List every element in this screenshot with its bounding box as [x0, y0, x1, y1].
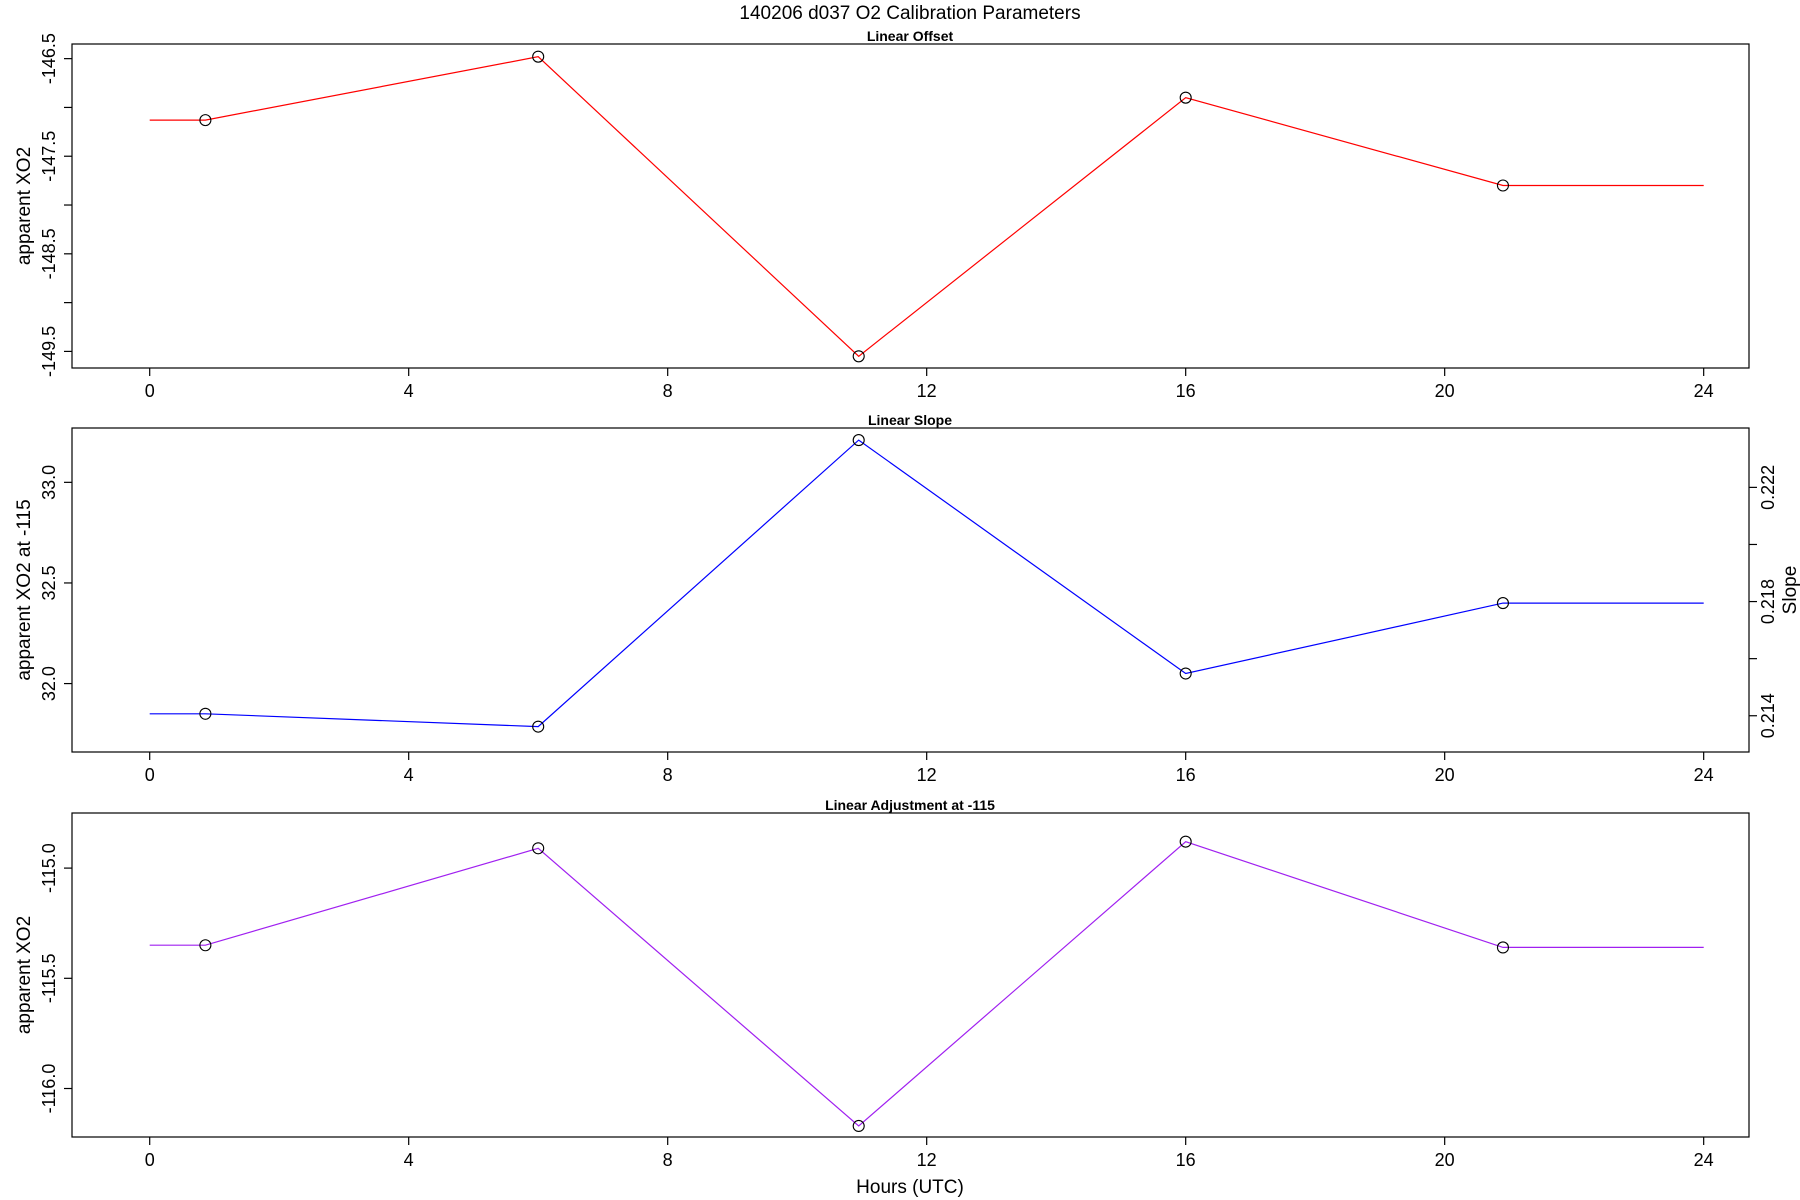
- y-tick-label: 32.5: [39, 565, 59, 600]
- x-tick-label: 8: [663, 765, 673, 785]
- x-tick-label: 24: [1694, 381, 1714, 401]
- data-point: [1496, 179, 1510, 192]
- data-point: [1496, 941, 1510, 954]
- data-point: [1179, 835, 1192, 848]
- y2-tick-label: 0.222: [1758, 465, 1778, 510]
- x-tick-label: 8: [663, 1150, 673, 1170]
- data-point: [199, 939, 212, 952]
- x-tick-label: 24: [1694, 1150, 1714, 1170]
- y-tick-label: -146.5: [39, 33, 59, 84]
- plot-panels: Linear Offset 0 4 8 12 16 20 24 -146.5 -147.5 -148…: [14, 28, 1800, 1170]
- x-tick-label: 8: [663, 381, 673, 401]
- data-point: [199, 707, 212, 720]
- y-axis-label: apparent XO2: [14, 147, 35, 265]
- panel-linear-offset: Linear Offset 0 4 8 12 16 20 24 -146.5 -147.5 -148…: [14, 28, 1750, 401]
- plot-frame: [71, 427, 1750, 753]
- panel-linear-adjustment-at-115: Linear Adjustment at -115 0 4 8 12 16 20 24 -115…: [14, 797, 1750, 1170]
- x-tick-label: 12: [917, 765, 937, 785]
- series-line: [149, 56, 1704, 358]
- x-tick-label: 4: [404, 381, 414, 401]
- data-point: [1179, 91, 1192, 104]
- x-axis-label: Hours (UTC): [856, 1177, 964, 1198]
- data-point: [199, 114, 212, 127]
- x-tick-label: 4: [404, 1150, 414, 1170]
- x-tick-label: 20: [1435, 381, 1455, 401]
- x-tick-label: 12: [917, 381, 937, 401]
- x-tick-label: 4: [404, 765, 414, 785]
- x-tick-label: 20: [1435, 765, 1455, 785]
- x-tick-label: 16: [1176, 765, 1196, 785]
- x-tick-label: 16: [1176, 381, 1196, 401]
- data-point: [1496, 597, 1510, 610]
- y-tick-label: -147.5: [39, 131, 59, 182]
- x-tick-label: 24: [1694, 765, 1714, 785]
- x-tick-label: 12: [917, 1150, 937, 1170]
- y-tick-label: -149.5: [39, 326, 59, 377]
- data-point: [1179, 667, 1192, 680]
- y-axis-label: apparent XO2 at -115: [14, 499, 35, 680]
- series-line: [149, 439, 1704, 728]
- data-point: [852, 1119, 865, 1133]
- y-tick-label: -148.5: [39, 228, 59, 279]
- data-point: [532, 842, 545, 855]
- x-tick-label: 0: [145, 381, 155, 401]
- x-tick-label: 0: [145, 765, 155, 785]
- data-point: [532, 50, 545, 63]
- data-point: [852, 434, 865, 447]
- plot-frame: [71, 812, 1750, 1138]
- y-tick-label: -115.5: [39, 953, 59, 1003]
- y-tick-label: 32.0: [39, 666, 59, 701]
- series-line: [149, 841, 1704, 1127]
- panel-title: Linear Slope: [868, 412, 952, 428]
- plot-frame: [71, 43, 1750, 369]
- y2-tick-label: 0.218: [1758, 579, 1778, 624]
- y-tick-label: -115.0: [39, 843, 59, 893]
- data-point: [852, 350, 865, 363]
- data-point: [532, 720, 545, 733]
- x-tick-label: 0: [145, 1150, 155, 1170]
- figure-title: 140206 d037 O2 Calibration Parameters: [739, 3, 1080, 24]
- y-axis-label: apparent XO2: [14, 916, 35, 1034]
- panel-title: Linear Offset: [867, 28, 954, 44]
- y-tick-label: 33.0: [39, 465, 59, 500]
- panel-title: Linear Adjustment at -115: [825, 797, 995, 813]
- x-tick-label: 20: [1435, 1150, 1455, 1170]
- panel-linear-slope: Linear Slope 0 4 8 12 16 20 24 32.0 32.5 33.0appar…: [14, 412, 1800, 785]
- y2-axis-label: Slope: [1780, 566, 1800, 615]
- y-tick-label: -116.0: [39, 1064, 59, 1114]
- x-tick-label: 16: [1176, 1150, 1196, 1170]
- y2-tick-label: 0.214: [1758, 693, 1778, 738]
